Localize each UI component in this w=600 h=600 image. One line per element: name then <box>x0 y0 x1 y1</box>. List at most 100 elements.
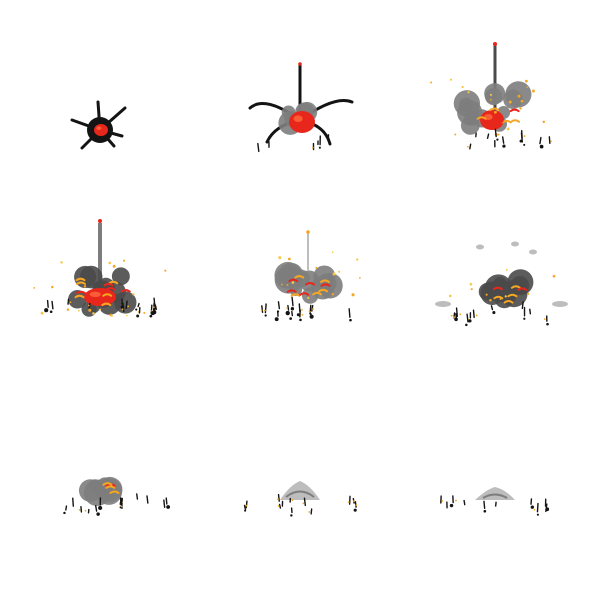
flame-streak <box>76 281 87 285</box>
debris-chip <box>483 509 487 513</box>
debris-chip <box>523 143 526 146</box>
spark <box>88 308 92 312</box>
spark <box>355 504 358 507</box>
spark <box>504 295 507 298</box>
spark <box>286 283 289 286</box>
debris-stick <box>51 300 54 310</box>
spark <box>307 296 310 300</box>
flame-streak <box>493 295 504 300</box>
debris-chip <box>468 319 472 323</box>
spark <box>126 314 128 317</box>
spark <box>260 309 263 312</box>
spark <box>497 133 500 136</box>
debris-stick <box>291 296 294 307</box>
spark <box>152 306 155 309</box>
flame-streak <box>312 291 323 296</box>
smoke-puff <box>484 83 506 105</box>
debris-chip <box>492 311 496 315</box>
debris-stick <box>548 136 551 145</box>
frame-canvas <box>260 230 361 322</box>
frame-4-fireball <box>0 200 200 400</box>
debris-stick <box>354 501 357 508</box>
debris-stick <box>163 499 166 509</box>
frame-6-smoke <box>400 200 600 400</box>
spark <box>51 285 54 289</box>
spark <box>291 499 294 501</box>
smoke-puff <box>458 97 473 112</box>
spark <box>356 258 359 261</box>
flame-streak <box>507 293 518 298</box>
frame-5-billow <box>200 200 400 400</box>
flame-streak <box>288 278 299 283</box>
spark <box>347 501 350 504</box>
spark <box>99 308 102 311</box>
debris-chip <box>318 146 321 149</box>
frame-canvas <box>33 219 167 318</box>
debris-stick <box>277 301 281 310</box>
debris-chip <box>274 317 279 322</box>
debris-stick <box>466 313 469 323</box>
debris-stick <box>264 303 267 314</box>
flame-streak <box>489 107 500 112</box>
debris-stick <box>95 505 98 512</box>
spark <box>524 79 528 83</box>
flame-streak <box>320 279 331 283</box>
spark <box>338 270 341 273</box>
spark <box>108 261 112 265</box>
debris-stick <box>137 302 140 308</box>
spark <box>506 127 510 131</box>
debris-stick <box>165 497 168 505</box>
debris-stick <box>46 299 49 308</box>
spark <box>301 308 303 311</box>
debris-chip <box>49 310 53 314</box>
smoke-puff <box>111 267 130 286</box>
debris-stick <box>257 142 260 153</box>
debris-stick <box>243 504 247 511</box>
debris-stick <box>125 300 128 310</box>
spark <box>459 313 462 316</box>
spark <box>132 293 135 296</box>
spark <box>543 318 546 321</box>
debris-chip <box>465 323 468 327</box>
debris-stick <box>72 497 75 507</box>
debris-stick <box>287 304 290 311</box>
spark <box>450 314 453 317</box>
flame-streak <box>299 292 310 296</box>
spark <box>281 283 283 286</box>
debris-chip <box>349 318 352 322</box>
debris-chip <box>44 308 49 313</box>
flame-streak <box>103 282 114 287</box>
spark <box>359 277 361 279</box>
flame-streak <box>105 485 116 489</box>
smoke-wisp <box>511 241 519 247</box>
debris-chip <box>309 314 314 319</box>
flame-streak <box>102 482 113 486</box>
debris-stick <box>501 136 505 144</box>
fire-highlight <box>293 115 303 122</box>
spark <box>454 133 457 136</box>
debris-chip <box>502 144 506 148</box>
smoke-wisp <box>552 301 568 307</box>
smoke-puff <box>301 287 319 304</box>
spark <box>526 86 529 89</box>
smoke-wisp <box>435 301 451 307</box>
spark <box>277 505 280 507</box>
debris-stick <box>277 493 280 502</box>
frame-canvas <box>63 476 171 516</box>
spark <box>298 62 302 66</box>
spark <box>127 305 130 308</box>
flame-streak <box>305 282 316 286</box>
spark <box>264 309 266 312</box>
spark <box>449 78 453 81</box>
flame-streak <box>320 283 331 287</box>
flame-streak <box>105 287 116 291</box>
spark <box>288 257 291 261</box>
spark <box>331 251 334 254</box>
frame-canvas <box>430 42 552 150</box>
spark <box>98 219 102 223</box>
spark <box>123 259 126 262</box>
spark <box>120 505 123 508</box>
fire-core <box>289 111 315 133</box>
spark <box>308 511 311 513</box>
